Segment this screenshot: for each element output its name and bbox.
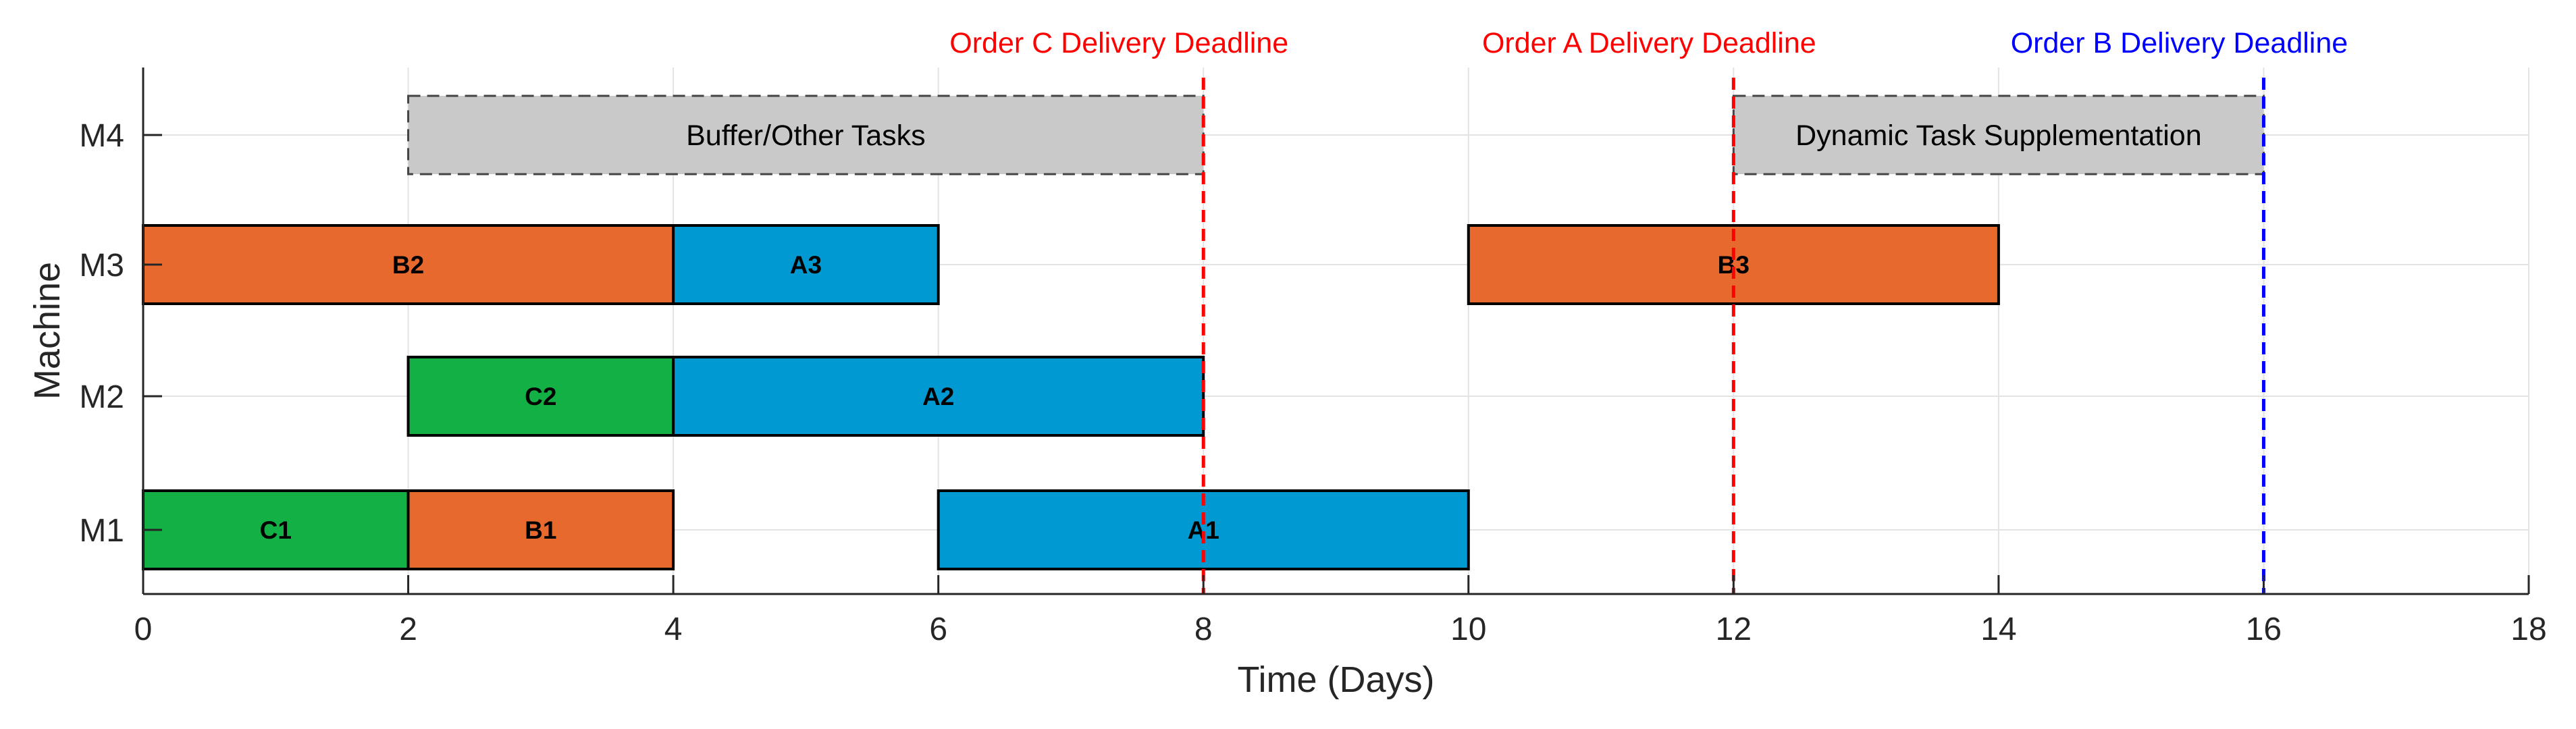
task-bar [406, 356, 675, 437]
x-tick-label: 14 [1980, 612, 2016, 647]
task-bar [672, 356, 1205, 437]
task-label: C1 [260, 516, 292, 544]
y-axis-title: Machine [27, 262, 68, 400]
task-bars: Buffer/Other Tasks Dynamic Task Supplemen… [142, 94, 2265, 570]
x-tick-label: 10 [1450, 612, 1486, 647]
y-tick-label: M1 [79, 513, 124, 549]
x-axis-title: Time (Days) [1238, 659, 1435, 700]
x-tick-label: 4 [664, 612, 683, 647]
block-label: Buffer/Other Tasks [686, 119, 926, 152]
y-tick-label: M3 [79, 248, 124, 284]
x-tick-label: 12 [1716, 612, 1752, 647]
axes: 0 2 4 6 8 10 12 14 16 18 M1 M2 M3 M4 [79, 68, 2547, 647]
deadline-label: Order A Delivery Deadline [1482, 27, 1816, 59]
x-tick-label: 18 [2511, 612, 2546, 647]
deadline-label: Order C Delivery Deadline [949, 27, 1288, 59]
x-tick-label: 2 [399, 612, 417, 647]
deadline-lines: Order C Delivery Deadline Order A Deliver… [949, 27, 2348, 594]
deadline-label: Order B Delivery Deadline [2011, 27, 2348, 59]
x-tick-label: 0 [134, 612, 153, 647]
task-bar [142, 489, 410, 570]
task-bar [672, 224, 940, 305]
y-tick-label: M2 [79, 379, 124, 415]
x-tick-label: 8 [1194, 612, 1213, 647]
x-tick-label: 6 [929, 612, 947, 647]
task-label: C2 [525, 383, 556, 410]
y-tick-label: M4 [79, 118, 124, 154]
x-tick-label: 16 [2246, 612, 2282, 647]
task-label: A3 [790, 251, 822, 279]
task-label: A2 [922, 383, 954, 410]
task-label: B2 [392, 251, 424, 279]
block-label: Dynamic Task Supplementation [1795, 119, 2202, 152]
task-bar [406, 489, 675, 570]
task-label: B1 [525, 516, 556, 544]
